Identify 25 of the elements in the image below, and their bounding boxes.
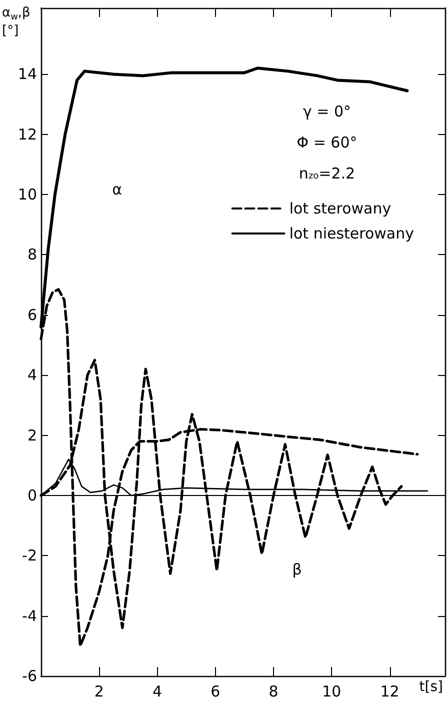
- annotation: nzo=2.2: [298, 164, 356, 182]
- legend-label: lot niesterowany: [289, 224, 414, 242]
- y-tick-label: 2: [27, 426, 37, 444]
- y-tick-label: 12: [18, 125, 37, 144]
- y-tick-label: 6: [27, 306, 37, 324]
- y-tick-label: -6: [22, 667, 37, 685]
- x-tick-label: 2: [94, 682, 104, 700]
- x-axis-title: t[s]: [419, 679, 443, 695]
- legend-label: lot sterowany: [289, 200, 392, 218]
- x-tick-label: 8: [268, 682, 278, 700]
- y-tick-label: 0: [27, 486, 37, 504]
- annotation: α: [112, 180, 122, 198]
- y-tick-label: -4: [22, 606, 37, 625]
- annotation: β: [292, 560, 302, 578]
- annotation: γ = 0°: [302, 102, 352, 120]
- y-tick-label: 10: [18, 186, 37, 204]
- x-tick-label: 6: [210, 682, 220, 700]
- x-tick-label: 10: [322, 682, 342, 700]
- x-tick-label: 4: [152, 682, 162, 700]
- y-tick-label: -2: [22, 546, 37, 565]
- y-tick-label: 4: [27, 366, 37, 384]
- annotation: Φ = 60°: [296, 134, 358, 152]
- y-tick-label: 8: [27, 246, 37, 264]
- y-tick-label: 14: [18, 65, 37, 84]
- x-tick-label: 12: [380, 682, 400, 700]
